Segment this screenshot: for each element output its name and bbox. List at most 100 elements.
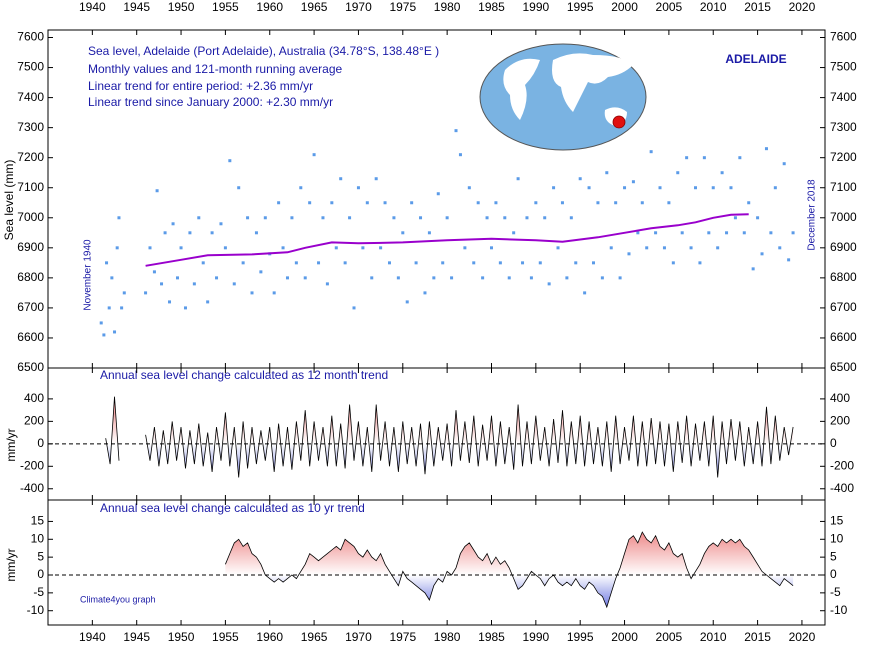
data-point: [419, 216, 423, 220]
x-tick-label: 2000: [611, 630, 638, 644]
data-point: [263, 216, 267, 220]
y-tick-label: 7500: [830, 60, 857, 74]
data-point: [183, 306, 187, 310]
y-tick-label: 6500: [830, 360, 857, 374]
y-tick-label: -200: [830, 458, 854, 472]
data-point: [441, 261, 445, 265]
data-point: [671, 261, 675, 265]
annotation: Linear trend for entire period: +2.36 mm…: [88, 79, 313, 93]
data-point: [521, 261, 525, 265]
data-point: [591, 261, 595, 265]
data-point: [117, 216, 121, 220]
data-point: [556, 246, 560, 250]
data-point: [215, 276, 219, 280]
data-point: [312, 153, 316, 157]
data-point: [702, 156, 706, 160]
data-point: [365, 201, 369, 205]
data-point: [427, 231, 431, 235]
data-point: [729, 186, 733, 190]
data-point: [716, 246, 720, 250]
data-point: [725, 231, 729, 235]
data-point: [120, 306, 124, 310]
x-tick-label: 1990: [522, 630, 549, 644]
data-point: [538, 261, 542, 265]
data-point: [339, 177, 343, 181]
data-point: [583, 291, 587, 295]
data-point: [210, 231, 214, 235]
data-point: [348, 216, 352, 220]
data-point: [299, 186, 303, 190]
negative-area: [106, 444, 791, 478]
y-tick-label: 400: [830, 391, 850, 405]
y-tick-label: 6600: [17, 330, 44, 344]
data-point: [654, 231, 658, 235]
data-point: [769, 231, 773, 235]
y-axis-label: mm/yr: [4, 548, 18, 581]
y-tick-label: 7400: [830, 90, 857, 104]
data-point: [334, 246, 338, 250]
y-tick-label: 6800: [830, 270, 857, 284]
data-point: [148, 246, 152, 250]
data-point: [321, 216, 325, 220]
x-tick-label: 1985: [478, 630, 505, 644]
data-point: [361, 246, 365, 250]
y-tick-label: 6900: [830, 240, 857, 254]
x-tick-label: 2020: [789, 630, 816, 644]
x-tick-label: 1960: [256, 630, 283, 644]
data-point: [658, 186, 662, 190]
globe-inset: [479, 43, 647, 151]
y-tick-label: 0: [830, 436, 837, 450]
data-point: [760, 252, 764, 256]
data-point: [171, 222, 175, 226]
data-point: [547, 282, 551, 286]
x-tick-label: 1950: [168, 630, 195, 644]
y-tick-label: 7200: [17, 150, 44, 164]
data-point: [689, 246, 693, 250]
x-tick-label: 2000: [611, 0, 638, 14]
data-point: [122, 291, 126, 295]
y-axis-label: mm/yr: [4, 428, 18, 461]
data-point: [423, 291, 427, 295]
x-tick-label: 1955: [212, 630, 239, 644]
y-tick-label: 400: [24, 391, 44, 405]
x-tick-label: 2015: [744, 0, 771, 14]
positive-area: [225, 532, 794, 575]
data-point: [259, 270, 263, 274]
x-tick-label: 1965: [301, 630, 328, 644]
data-point: [401, 231, 405, 235]
x-tick-label: 1940: [79, 0, 106, 14]
data-point: [152, 270, 156, 274]
data-point: [144, 291, 148, 295]
data-point: [325, 282, 329, 286]
x-tick-label: 1980: [434, 630, 461, 644]
data-point: [352, 306, 356, 310]
data-point: [168, 300, 172, 304]
y-tick-label: 7400: [17, 90, 44, 104]
data-point: [254, 231, 258, 235]
data-point: [494, 201, 498, 205]
data-point: [476, 201, 480, 205]
data-point: [600, 276, 604, 280]
panel-title: Annual sea level change calculated as 10…: [100, 501, 365, 515]
data-point: [432, 276, 436, 280]
data-point: [250, 291, 254, 295]
data-point: [733, 216, 737, 220]
data-point: [179, 246, 183, 250]
data-point: [188, 231, 192, 235]
data-point: [605, 171, 609, 175]
y-tick-label: 6700: [830, 300, 857, 314]
y-tick-label: 5: [37, 549, 44, 563]
data-point: [383, 201, 387, 205]
data-point: [343, 261, 347, 265]
data-point: [197, 216, 201, 220]
data-point: [507, 276, 511, 280]
y-tick-label: 7500: [17, 60, 44, 74]
data-point: [503, 216, 507, 220]
data-point: [543, 216, 547, 220]
data-point: [290, 216, 294, 220]
data-point: [596, 201, 600, 205]
data-point: [773, 186, 777, 190]
data-point: [405, 300, 409, 304]
data-point: [481, 276, 485, 280]
